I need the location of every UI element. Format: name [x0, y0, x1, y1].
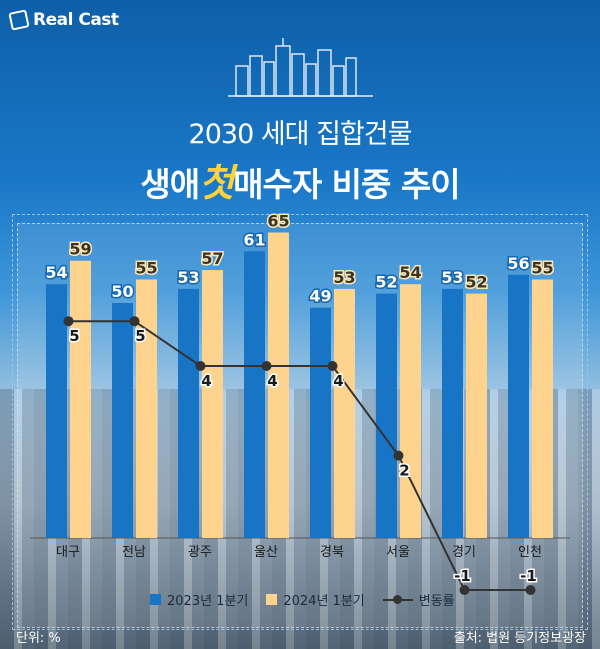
change-rate-point-6 [459, 585, 470, 595]
change-rate-point-4 [327, 361, 338, 371]
change-rate-point-2 [195, 361, 206, 371]
category-label-5: 서울 [386, 545, 410, 560]
change-rate-label-3: 4 [267, 372, 277, 390]
bar-2023-2 [178, 288, 199, 538]
change-rate-label-7: -1 [520, 567, 537, 585]
legend-item-2023: 2023년 1분기 [150, 590, 248, 609]
category-label-0: 대구 [56, 545, 80, 560]
bar-2024-3 [268, 232, 289, 538]
bar-2024-1 [136, 279, 157, 538]
bar-label-2024-5: 54 [399, 263, 421, 282]
chart-title-line2: 생애첫매수자 비중 추이 [0, 152, 600, 207]
title-highlight: 첫 [199, 161, 234, 205]
chart-frame [12, 214, 588, 630]
bar-label-2023-4: 49 [309, 287, 331, 306]
legend-label-change: 변동률 [418, 594, 455, 609]
bar-label-2024-0: 59 [69, 240, 91, 259]
bar-label-2024-2: 57 [201, 249, 223, 268]
bar-2024-6 [466, 293, 487, 538]
change-rate-point-3 [261, 361, 272, 371]
bar-2024-5 [400, 284, 421, 538]
legend-label-2023: 2023년 1분기 [167, 594, 249, 609]
legend-swatch-2023 [150, 594, 161, 605]
category-label-4: 경북 [320, 545, 344, 560]
legend-item-2024: 2024년 1분기 [266, 590, 365, 609]
bar-label-2023-3: 61 [243, 230, 265, 249]
bar-2024-2 [202, 270, 223, 538]
bar-2023-7 [508, 274, 529, 538]
bar-2023-0 [46, 284, 67, 538]
bar-label-2024-3: 65 [267, 212, 289, 231]
bar-label-2023-6: 53 [441, 268, 463, 287]
bar-label-2024-1: 55 [135, 259, 157, 278]
change-rate-point-5 [393, 450, 404, 461]
chart-panel [17, 223, 583, 628]
change-rate-label-1: 5 [135, 327, 145, 345]
change-rate-point-0 [63, 316, 74, 327]
unit-label: 단위: % [16, 631, 61, 646]
bar-2024-0 [70, 260, 91, 538]
change-rate-label-5: 2 [399, 462, 409, 480]
category-label-3: 울산 [254, 545, 278, 560]
bar-label-2024-7: 55 [531, 259, 553, 278]
skyline-icon [228, 38, 373, 97]
bar-2024-7 [532, 279, 553, 538]
title-post: 매수자 비중 추이 [233, 165, 460, 204]
brand-name: Real Cast [33, 10, 119, 30]
bar-2023-3 [244, 251, 265, 539]
bar-label-2024-4: 53 [333, 268, 355, 287]
source-label: 출처: 법원 등기정보광장 [453, 631, 586, 646]
bar-label-2023-2: 53 [177, 268, 199, 287]
title-pre: 생애 [140, 165, 200, 204]
category-label-7: 인천 [518, 545, 542, 560]
brand-logo: Real Cast [8, 9, 119, 31]
bar-2023-5 [376, 293, 397, 538]
legend: 2023년 1분기 2024년 1분기 변동률 [150, 590, 455, 609]
legend-item-change: 변동률 [382, 590, 455, 609]
category-label-2: 광주 [188, 545, 212, 560]
bar-label-2023-5: 52 [375, 273, 397, 292]
category-label-1: 전남 [122, 545, 146, 560]
change-rate-label-0: 5 [69, 327, 79, 345]
bar-label-2024-6: 52 [465, 273, 487, 292]
chart-title-line1: 2030 세대 집합건물 [188, 119, 413, 150]
city-background [0, 389, 600, 649]
change-rate-point-1 [129, 316, 140, 327]
bar-label-2023-7: 56 [507, 254, 529, 273]
change-rate-line [68, 320, 531, 591]
bar-label-2023-0: 54 [45, 263, 67, 282]
legend-line-icon [382, 594, 413, 606]
category-label-6: 경기 [452, 545, 476, 560]
change-rate-label-4: 4 [333, 372, 343, 390]
bar-2023-6 [442, 288, 463, 538]
change-rate-point-7 [525, 585, 536, 595]
bar-label-2023-1: 50 [111, 282, 133, 301]
bar-2023-4 [310, 307, 331, 538]
legend-label-2024: 2024년 1분기 [283, 594, 365, 609]
change-rate-label-6: -1 [454, 567, 471, 585]
bar-2023-1 [112, 303, 133, 538]
legend-swatch-2024 [266, 594, 278, 605]
bar-2024-4 [334, 288, 355, 538]
change-rate-label-2: 4 [201, 372, 211, 390]
